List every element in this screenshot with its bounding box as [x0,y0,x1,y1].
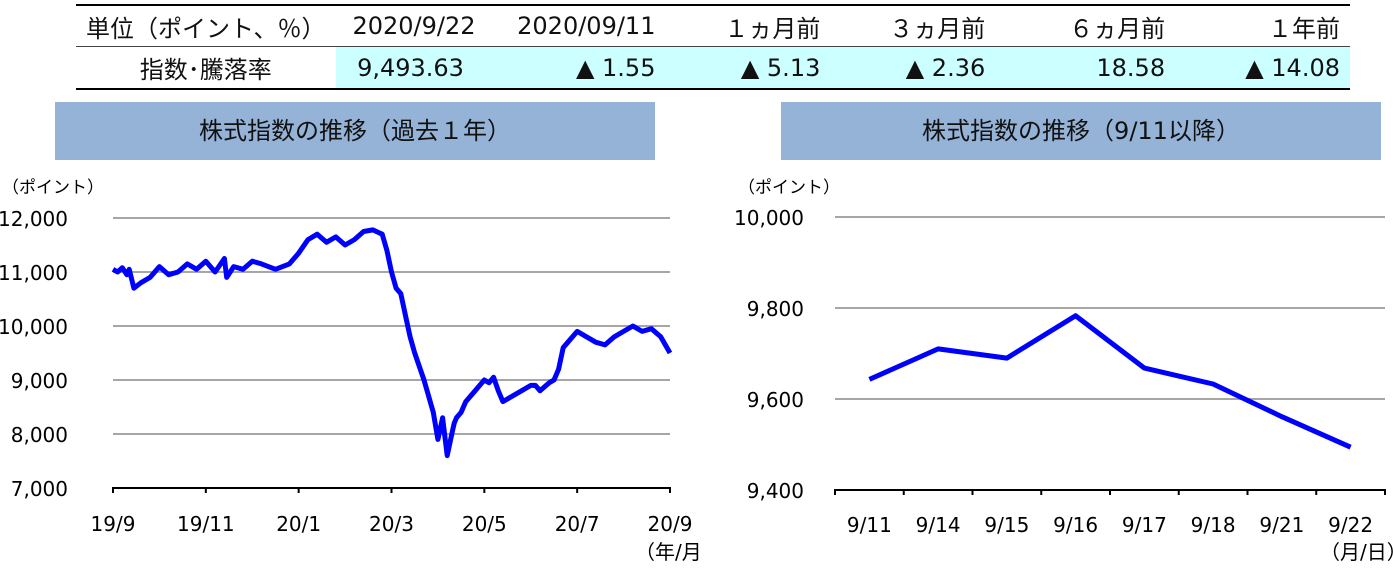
chart2-title: 株式指数の推移（9/11以降） [781,102,1381,160]
chart2-xlabel: （月/日） [1320,540,1393,564]
chart1-ytick-label: 7,000 [11,477,68,501]
chart1-xtick-label: 20/9 [648,512,693,536]
chart1-ytick-label: 11,000 [0,261,68,285]
chart2-series-line [868,313,1352,450]
table-header-row: 単位（ポイント、％） 2020/9/22 2020/09/11 １ヵ月前 ３ヵ月… [76,4,1350,47]
row-label: 指数･騰落率 [76,46,336,90]
date-header-latest: 2020/9/22 [335,4,486,47]
chart2-xtick-label: 9/18 [1191,513,1236,537]
value-change-3m: ▲ 2.36 [830,46,996,90]
chart2-xtick-label: 9/16 [1053,513,1098,537]
three-month-header: ３ヵ月前 [830,4,996,47]
chart1-xtick-label: 20/5 [462,512,507,536]
one-year-header: １年前 [1175,4,1350,47]
chart1-xtick-label: 20/7 [555,512,600,536]
chart1-xtick-label: 20/3 [369,512,414,536]
chart1-xtick-label: 20/1 [276,512,321,536]
chart1-ylabel: （ポイント） [2,178,104,198]
table-value-row: 指数･騰落率 9,493.63 ▲ 1.55 ▲ 5.13 ▲ 2.36 18.… [76,46,1350,90]
chart1-title: 株式指数の推移（過去１年） [55,102,655,160]
chart1-ytick-label: 10,000 [0,315,68,339]
chart2-ytick-label: 10,000 [734,206,804,230]
value-change-1y: ▲ 14.08 [1175,46,1350,90]
chart1-ytick-label: 8,000 [11,423,68,447]
chart2-ytick-label: 9,600 [747,388,804,412]
chart2-ytick-label: 9,800 [747,297,804,321]
chart2-xtick-label: 9/21 [1259,513,1304,537]
summary-table: 単位（ポイント、％） 2020/9/22 2020/09/11 １ヵ月前 ３ヵ月… [76,4,1350,90]
chart1-xtick-label: 19/9 [91,512,136,536]
chart2-xtick-label: 9/15 [984,513,1029,537]
value-change-6m: 18.58 [995,46,1176,90]
value-change-base: ▲ 1.55 [485,46,666,90]
date-header-base: 2020/09/11 [485,4,666,47]
value-index: 9,493.63 [335,46,486,90]
value-change-1m: ▲ 5.13 [665,46,831,90]
chart2-xtick-label: 9/22 [1328,513,1373,537]
chart1-ytick-label: 12,000 [0,207,68,231]
chart1-plot: （ポイント） （年/月） 7,000 8,000 9,000 10,000 11,000… [0,178,700,564]
chart1-xlabel: （年/月） [635,540,700,564]
chart1-series-line [111,227,673,459]
one-month-header: １ヵ月前 [665,4,831,47]
unit-header: 単位（ポイント、％） [76,4,336,47]
chart2-plot: （ポイント） （月/日） 9,400 9,600 9,800 10,000 9/11 9/… [734,178,1393,564]
six-month-header: ６ヵ月前 [995,4,1176,47]
chart2-xtick-label: 9/17 [1122,513,1167,537]
chart1-ytick-label: 9,000 [11,369,68,393]
chart2-xtick-label: 9/14 [916,513,961,537]
chart2-ylabel: （ポイント） [738,178,840,198]
chart1-xtick-label: 19/11 [177,512,235,536]
chart2-xtick-label: 9/11 [847,513,892,537]
chart2-ytick-label: 9,400 [747,479,804,503]
